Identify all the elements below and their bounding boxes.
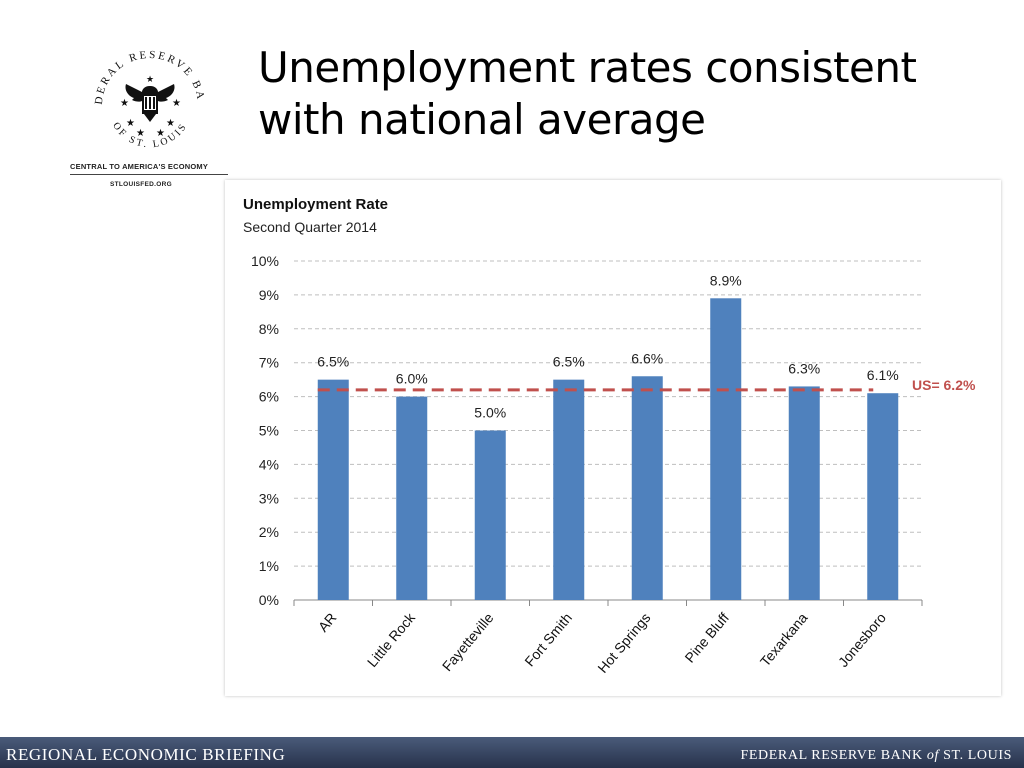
y-tick-label: 4% xyxy=(259,456,279,472)
data-label: 5.0% xyxy=(474,405,506,421)
bar-hot-springs xyxy=(631,376,663,600)
x-tick-label: Jonesboro xyxy=(835,609,889,670)
x-tick-label: Pine Bluff xyxy=(681,610,732,666)
logo-divider xyxy=(70,174,228,175)
bar-jonesboro xyxy=(867,393,899,600)
slide-title-line1: Unemployment rates consistent xyxy=(258,43,917,92)
bar-ar xyxy=(317,379,349,600)
slide-title-line2: with national average xyxy=(258,95,706,144)
data-label: 6.5% xyxy=(317,354,349,370)
bar-chart: 0% 1% 2% 3% 4% 5% 6% 7% 8% 9% 10% 6.5% AR 6.0% Little … xyxy=(251,253,976,676)
fed-seal-icon: FEDERAL RESERVE BANK OF ST. LOUIS ★ ★ ★ … xyxy=(80,34,204,150)
svg-text:★: ★ xyxy=(136,128,145,139)
data-label: 6.6% xyxy=(631,350,663,366)
bar-pine-bluff xyxy=(710,298,742,600)
bar-fayetteville xyxy=(474,430,506,600)
us-average-label: US= 6.2% xyxy=(912,377,976,393)
logo-tagline: CENTRAL TO AMERICA'S ECONOMY xyxy=(70,162,209,171)
bar-little-rock xyxy=(396,396,428,600)
y-tick-label: 10% xyxy=(251,253,279,269)
footer-right-of: of xyxy=(926,748,939,763)
svg-text:★: ★ xyxy=(126,118,135,129)
y-tick-label: 2% xyxy=(259,524,279,540)
data-label: 6.1% xyxy=(867,367,899,383)
svg-text:★: ★ xyxy=(172,98,181,109)
data-label: 6.0% xyxy=(396,371,428,387)
y-tick-label: 6% xyxy=(259,389,279,405)
stars-icon: ★ ★ ★ ★ ★ ★ ★ xyxy=(120,74,181,139)
svg-text:★: ★ xyxy=(120,98,129,109)
y-tick-label: 1% xyxy=(259,558,279,574)
footer-right-text: FEDERAL RESERVE BANK of ST. LOUIS xyxy=(741,748,1012,764)
y-tick-label: 7% xyxy=(259,355,279,371)
data-label: 6.3% xyxy=(788,360,820,376)
x-tick-label: Texarkana xyxy=(757,609,811,669)
svg-text:★: ★ xyxy=(166,118,175,129)
x-tick-label: Hot Springs xyxy=(594,610,653,676)
y-tick-label: 9% xyxy=(259,287,279,303)
slide-title: Unemployment rates consistent with natio… xyxy=(258,42,978,146)
x-tick-label: Fort Smith xyxy=(521,610,575,670)
fed-logo: FEDERAL RESERVE BANK OF ST. LOUIS ★ ★ ★ … xyxy=(70,34,230,194)
footer-left-text: REGIONAL ECONOMIC BRIEFING xyxy=(6,745,286,764)
footer-bar: REGIONAL ECONOMIC BRIEFING FEDERAL RESER… xyxy=(0,737,1024,768)
x-tick-label: Little Rock xyxy=(364,609,419,670)
eagle-icon xyxy=(125,84,175,122)
chart-subtitle: Second Quarter 2014 xyxy=(243,219,377,235)
y-tick-label: 0% xyxy=(259,592,279,608)
data-label: 6.5% xyxy=(553,354,585,370)
y-tick-label: 8% xyxy=(259,321,279,337)
y-tick-label: 5% xyxy=(259,423,279,439)
bar-fort-smith xyxy=(553,379,585,600)
x-tick-label: Fayetteville xyxy=(439,609,497,674)
svg-text:★: ★ xyxy=(156,128,165,139)
svg-text:★: ★ xyxy=(146,74,154,84)
x-tick-label: AR xyxy=(315,610,340,635)
footer-right-post: ST. LOUIS xyxy=(938,748,1012,763)
data-label: 8.9% xyxy=(710,272,742,288)
footer-right-pre: FEDERAL RESERVE BANK xyxy=(740,748,927,763)
chart-title: Unemployment Rate xyxy=(243,196,389,213)
bar-texarkana xyxy=(788,386,820,600)
logo-url: STLOUISFED.ORG xyxy=(110,181,172,188)
y-tick-label: 3% xyxy=(259,490,279,506)
